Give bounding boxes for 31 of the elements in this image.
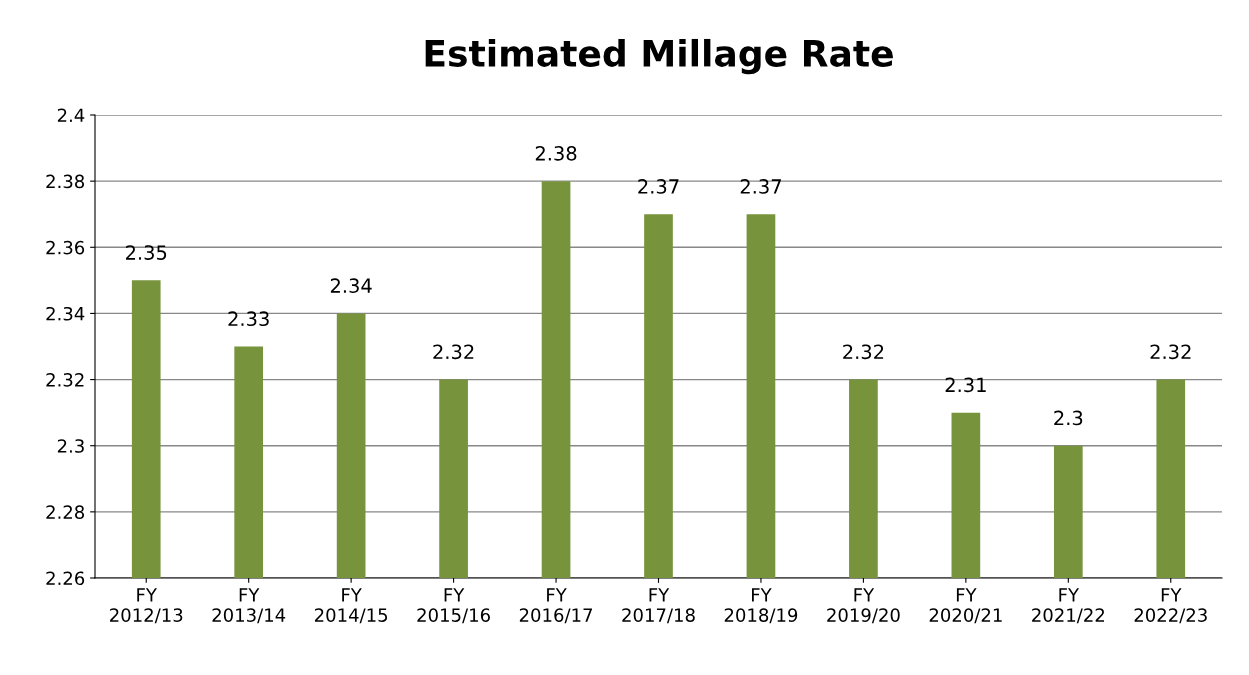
x-tick-label: FY 2017/18	[622, 588, 695, 624]
data-label: 2.31	[945, 377, 986, 393]
data-label: 2.32	[1150, 344, 1191, 360]
data-label: 2.37	[740, 179, 781, 194]
data-label: 2.37	[638, 179, 679, 194]
x-tick-label: FY 2014/15	[314, 588, 388, 624]
y-tick-label: 2.38	[46, 174, 85, 189]
y-tick-label: 2.26	[46, 571, 85, 586]
y-tick-label: 2.3	[57, 439, 84, 453]
data-label: 2.32	[433, 344, 474, 360]
x-tick-label: FY 2015/16	[417, 588, 490, 624]
y-tick-label: 2.28	[46, 505, 85, 519]
data-label: 2.34	[330, 278, 372, 293]
data-label: 2.35	[126, 245, 167, 260]
x-tick-label: FY 2013/14	[212, 588, 286, 624]
x-tick-label: FY 2016/17	[519, 588, 593, 624]
y-tick-label: 2.4	[57, 108, 85, 122]
x-tick-label: FY 2012/13	[110, 588, 183, 624]
x-tick-label: FY 2021/22	[1032, 588, 1105, 624]
chart-title: Estimated Millage Rate	[425, 38, 893, 75]
data-label: 2.33	[228, 311, 269, 327]
y-tick-label: 2.34	[46, 306, 85, 321]
x-tick-label: FY 2019/20	[827, 588, 900, 624]
y-tick-label: 2.32	[46, 373, 84, 387]
x-tick-label: FY 2022/23	[1134, 588, 1207, 624]
data-label: 2.32	[843, 344, 884, 360]
data-label: 2.3	[1054, 410, 1083, 426]
x-tick-label: FY 2018/19	[724, 588, 798, 624]
y-tick-label: 2.36	[46, 240, 85, 255]
data-label: 2.38	[535, 146, 577, 161]
x-tick-label: FY 2020/21	[929, 588, 1002, 624]
